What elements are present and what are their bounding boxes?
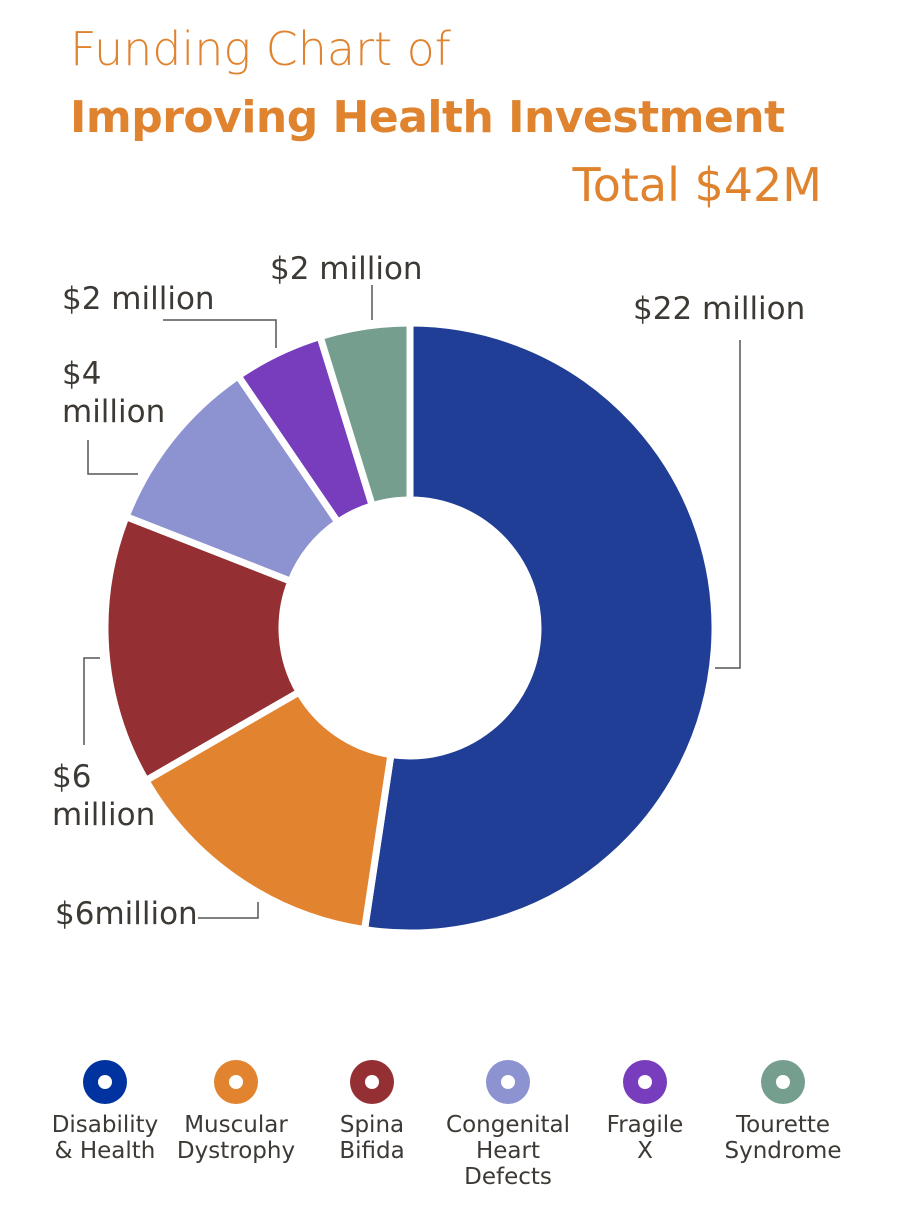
leader-line-fragile [163,319,277,348]
slice-muscular [141,687,395,934]
legend-ring-icon [83,1060,127,1104]
legend-ring-icon [214,1060,258,1104]
leader-line-disability [715,340,741,669]
legend-item-muscular: Muscular Dystrophy [161,1060,311,1164]
leader-line-muscular [198,902,259,919]
leader-line-chd [87,440,138,475]
legend-ring-icon [486,1060,530,1104]
legend-item-spina: Spina Bifida [297,1060,447,1164]
legend-item-disability: Disability & Health [30,1060,180,1164]
legend-label: Muscular Dystrophy [176,1112,296,1164]
data-label-spina: $6 million [52,759,156,833]
leader-line-spina [83,657,100,745]
data-label-chd: $4 million [62,356,166,430]
chart-title: Funding Chart of [70,22,451,76]
slice-disability [360,319,719,937]
legend-ring-icon [350,1060,394,1104]
data-label-disability: $22 million [633,291,806,327]
chart-subtitle: Improving Health Investment [70,92,785,143]
chart-total: Total $42M [572,158,822,212]
data-label-tourette: $2 million [270,251,423,287]
legend-label: Congenital Heart Defects [446,1112,570,1190]
data-label-muscular: $6million [55,896,198,932]
legend-item-chd: Congenital Heart Defects [433,1060,583,1190]
legend-label: Disability & Health [51,1112,159,1164]
slice-tourette [315,319,414,511]
legend-label: Spina Bifida [339,1112,405,1164]
legend-item-tourette: Tourette Syndrome [708,1060,858,1164]
legend-label: Fragile X [606,1112,684,1164]
legend-label: Tourette Syndrome [724,1112,842,1164]
slice-spina [101,512,304,786]
legend-item-fragile: Fragile X [570,1060,720,1164]
legend-ring-icon [761,1060,805,1104]
data-label-fragile: $2 million [62,281,215,317]
legend-ring-icon [623,1060,667,1104]
